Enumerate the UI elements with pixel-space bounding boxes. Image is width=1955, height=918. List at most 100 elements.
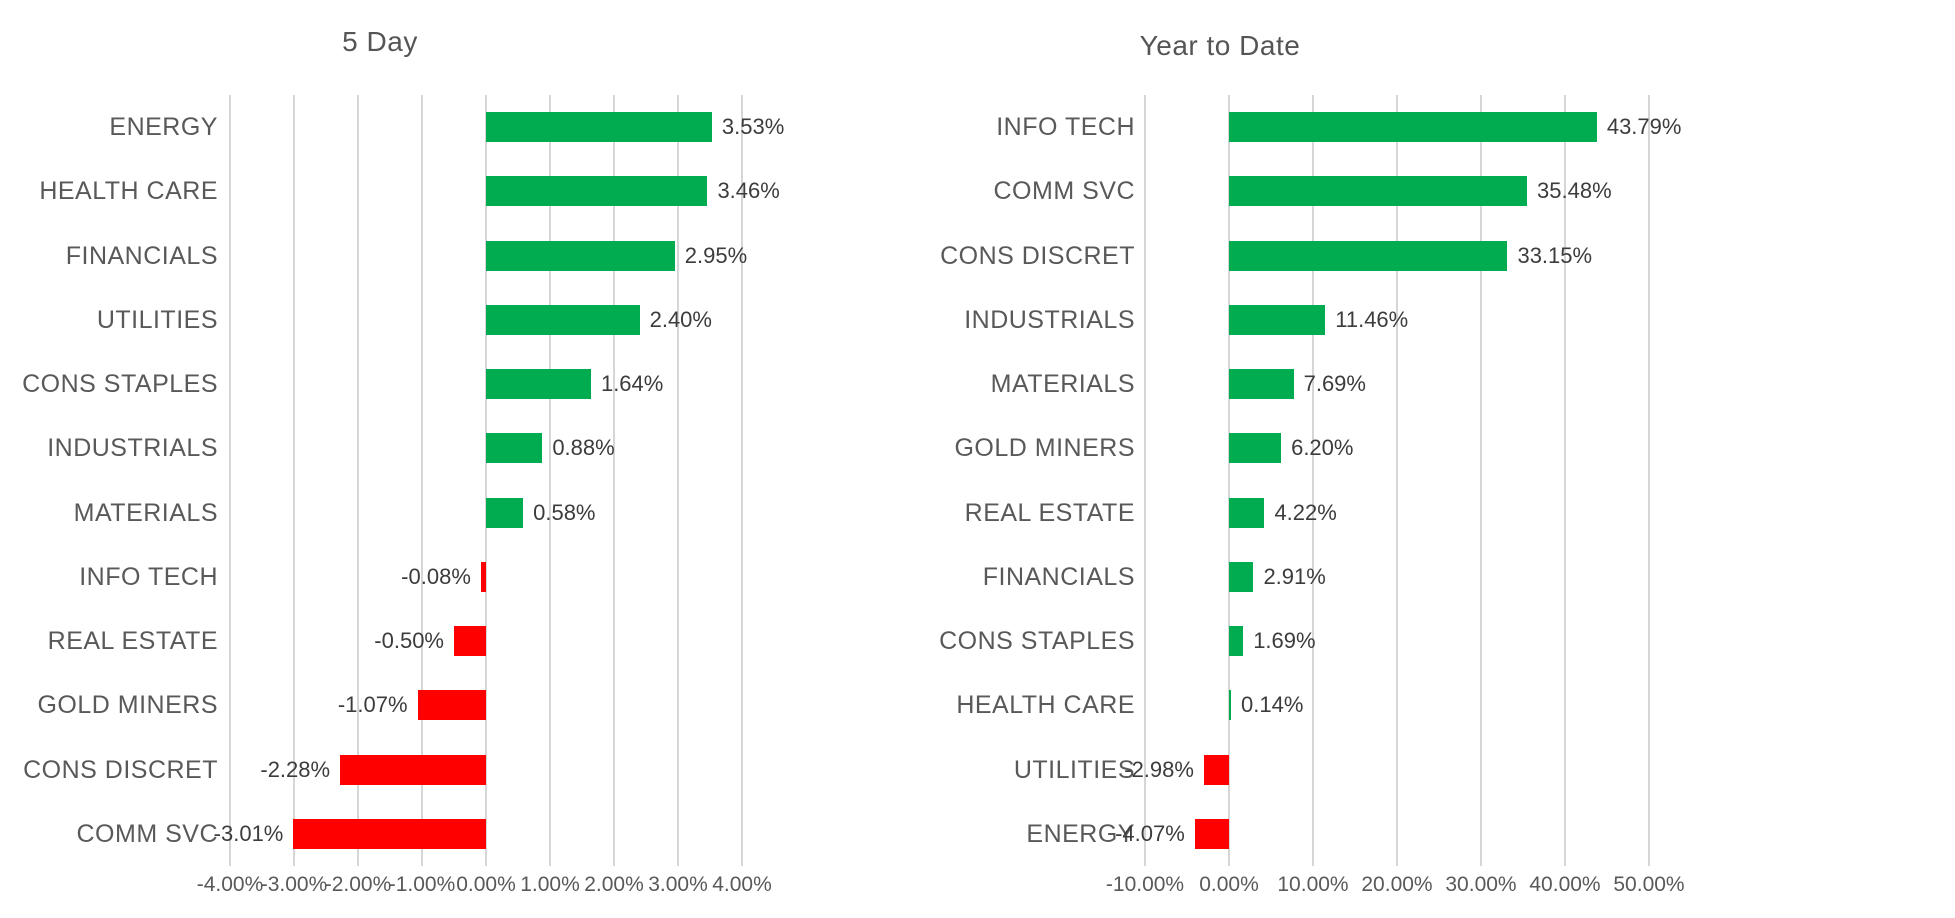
- category-label-cons-staples: CONS STAPLES: [939, 627, 1135, 656]
- gridline: [1480, 95, 1482, 866]
- bar-gold-miners: [417, 690, 486, 721]
- category-label-cons-discret: CONS DISCRET: [940, 241, 1135, 270]
- value-label-financials: 2.91%: [1263, 563, 1326, 589]
- category-label-industrials: INDUSTRIALS: [964, 305, 1135, 334]
- bar-cons-staples: [1229, 626, 1244, 657]
- gridline: [421, 95, 423, 866]
- value-label-comm-svc: -3.01%: [213, 820, 284, 846]
- x-axis-tick-label: -3.00%: [260, 873, 328, 896]
- year-to-date-chart: Year to Date -10.00% 0.00% 10.00% 20.00% 30.0…: [780, 0, 1955, 918]
- chart-title: 5 Day: [342, 26, 418, 57]
- value-label-cons-discret: 33.15%: [1517, 242, 1593, 268]
- value-label-health-care: 3.46%: [717, 178, 780, 204]
- value-label-utilities: 2.40%: [649, 306, 712, 332]
- category-label-real-estate: REAL ESTATE: [47, 627, 218, 656]
- gridline: [677, 95, 679, 866]
- x-axis-tick-label: -1.00%: [388, 873, 456, 896]
- bar-industrials: [1229, 304, 1326, 335]
- chart-title: Year to Date: [1139, 30, 1301, 61]
- value-label-info-tech: -0.08%: [401, 563, 471, 589]
- category-label-materials: MATERIALS: [73, 498, 218, 527]
- value-label-cons-discret: -2.28%: [260, 756, 331, 782]
- value-label-real-estate: 4.22%: [1274, 499, 1337, 525]
- bar-utilities: [1203, 754, 1229, 785]
- category-label-comm-svc: COMM SVC: [993, 177, 1135, 206]
- value-label-industrials: 0.88%: [552, 435, 615, 461]
- x-axis-tick-label: 40.00%: [1529, 873, 1601, 896]
- category-label-info-tech: INFO TECH: [996, 113, 1135, 142]
- gridline: [1648, 95, 1650, 866]
- value-label-energy: -4.07%: [1115, 820, 1185, 846]
- value-label-utilities: -2.98%: [1124, 756, 1194, 782]
- value-label-info-tech: 43.79%: [1606, 114, 1682, 140]
- bar-gold-miners: [1229, 433, 1282, 464]
- value-label-materials: 0.58%: [533, 499, 596, 525]
- gridline: [741, 95, 743, 866]
- gridline: [229, 95, 231, 866]
- gridline: [613, 95, 615, 866]
- category-label-comm-svc: COMM SVC: [76, 819, 218, 848]
- five-day-chart: 5 Day -4.00% -3.00% -2.00% -1.00% 0.00% 1.00% 2…: [0, 0, 784, 918]
- x-axis-tick-label: 30.00%: [1445, 873, 1517, 896]
- bar-comm-svc: [293, 818, 486, 849]
- gridline: [293, 95, 295, 866]
- value-label-comm-svc: 35.48%: [1537, 178, 1612, 204]
- value-label-materials: 7.69%: [1303, 371, 1366, 397]
- x-axis-tick-label: -10.00%: [1105, 873, 1185, 896]
- bar-health-care: [1229, 690, 1231, 721]
- category-label-gold-miners: GOLD MINERS: [37, 691, 218, 720]
- x-axis-tick-label: -2.00%: [324, 873, 392, 896]
- x-axis-tick-label: 4.00%: [712, 873, 772, 896]
- value-label-cons-staples: 1.64%: [600, 371, 664, 397]
- category-label-industrials: INDUSTRIALS: [47, 434, 218, 463]
- bar-real-estate: [454, 626, 486, 657]
- bar-materials: [1229, 369, 1294, 400]
- bar-cons-discret: [340, 754, 486, 785]
- gridline: [549, 95, 551, 866]
- category-label-materials: MATERIALS: [990, 370, 1135, 399]
- bar-energy: [1194, 818, 1229, 849]
- gridline: [357, 95, 359, 866]
- x-axis-tick-label: 0.00%: [456, 873, 516, 896]
- gridline: [1144, 95, 1146, 866]
- bar-cons-staples: [486, 369, 591, 400]
- x-axis-tick-label: 20.00%: [1361, 873, 1433, 896]
- bar-info-tech: [1229, 112, 1597, 143]
- bar-materials: [486, 497, 524, 528]
- category-label-financials: FINANCIALS: [65, 241, 218, 270]
- category-label-energy: ENERGY: [1026, 819, 1135, 848]
- value-label-real-estate: -0.50%: [374, 628, 444, 654]
- category-label-cons-staples: CONS STAPLES: [22, 370, 218, 399]
- bar-industrials: [486, 433, 543, 464]
- value-label-industrials: 11.46%: [1335, 306, 1409, 332]
- category-label-real-estate: REAL ESTATE: [964, 498, 1135, 527]
- bar-financials: [1229, 561, 1254, 592]
- category-label-gold-miners: GOLD MINERS: [954, 434, 1135, 463]
- bar-energy: [486, 112, 712, 143]
- bar-info-tech: [480, 561, 486, 592]
- bar-real-estate: [1229, 497, 1265, 528]
- category-label-health-care: HEALTH CARE: [39, 177, 218, 206]
- gridline: [1564, 95, 1566, 866]
- value-label-gold-miners: -1.07%: [337, 692, 408, 718]
- value-label-health-care: 0.14%: [1241, 692, 1304, 718]
- category-label-info-tech: INFO TECH: [79, 562, 218, 591]
- value-label-cons-staples: 1.69%: [1253, 628, 1316, 654]
- x-axis-tick-label: 50.00%: [1613, 873, 1685, 896]
- x-axis-tick-label: 0.00%: [1199, 873, 1259, 896]
- bar-health-care: [486, 176, 708, 207]
- gridline: [1396, 95, 1398, 866]
- x-axis-tick-label: 1.00%: [520, 873, 580, 896]
- gridline: [485, 95, 487, 866]
- x-axis-tick-label: 10.00%: [1277, 873, 1349, 896]
- bar-comm-svc: [1229, 176, 1528, 207]
- x-axis-tick-label: 2.00%: [584, 873, 644, 896]
- category-label-utilities: UTILITIES: [96, 305, 218, 334]
- gridline: [1312, 95, 1314, 866]
- bar-cons-discret: [1229, 240, 1508, 271]
- category-label-utilities: UTILITIES: [1013, 755, 1135, 784]
- bar-financials: [486, 240, 675, 271]
- category-label-energy: ENERGY: [109, 113, 218, 142]
- value-label-financials: 2.95%: [684, 242, 748, 268]
